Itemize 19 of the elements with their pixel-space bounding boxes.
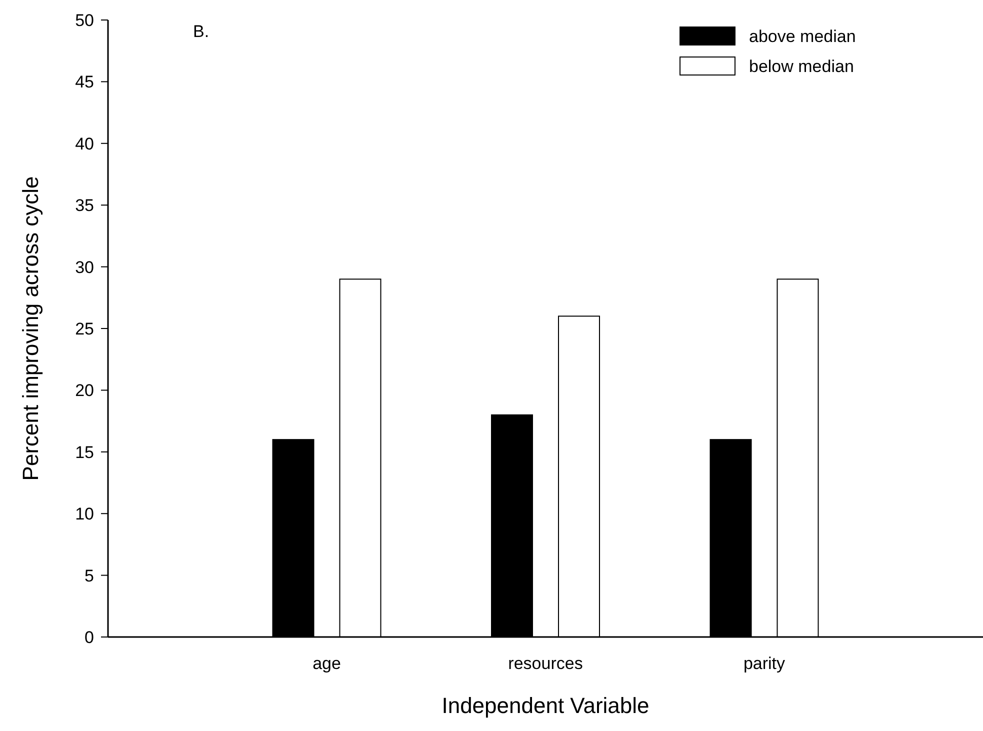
annotation: B. — [193, 22, 210, 41]
x-axis-title: Independent Variable — [442, 693, 650, 718]
y-tick-label: 0 — [84, 628, 94, 647]
y-tick-label: 30 — [75, 258, 94, 277]
y-tick-label: 45 — [75, 72, 94, 92]
x-tick-label: resources — [508, 654, 583, 673]
legend-label: above median — [749, 27, 856, 46]
legend-label: below median — [749, 57, 854, 76]
x-tick-label: parity — [743, 654, 786, 673]
y-tick-label: 25 — [75, 319, 94, 338]
y-tick-label: 50 — [75, 10, 94, 30]
y-tick-label: 15 — [75, 442, 94, 462]
x-tick-label: age — [312, 654, 341, 673]
y-tick-label: 40 — [75, 134, 94, 154]
y-tick-label: 20 — [75, 381, 94, 400]
y-tick-label: 10 — [75, 504, 94, 524]
y-tick-label: 5 — [84, 566, 94, 586]
y-tick-label: 35 — [75, 196, 94, 216]
y-axis-title: Percent improving across cycle — [18, 176, 43, 481]
